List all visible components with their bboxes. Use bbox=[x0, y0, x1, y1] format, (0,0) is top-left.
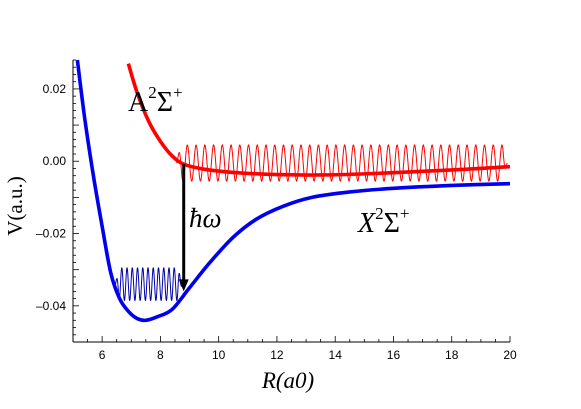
x-tick-label: 16 bbox=[387, 348, 401, 362]
y-tick-label: –0.02 bbox=[36, 227, 66, 241]
y-axis-label: V(a.u.) bbox=[3, 176, 27, 235]
x-state-curve bbox=[75, 59, 511, 323]
x-tick-label: 18 bbox=[445, 348, 459, 362]
x-ticks: 6 8 10 12 14 16 18 20 bbox=[72, 336, 517, 362]
x-state-label: X2Σ+ bbox=[357, 204, 410, 239]
x-tick-label: 10 bbox=[212, 348, 226, 362]
x-tick-label: 12 bbox=[270, 348, 284, 362]
y-tick-label: 0.02 bbox=[43, 82, 67, 96]
potential-curves bbox=[75, 59, 511, 323]
x-tick-label: 20 bbox=[503, 348, 517, 362]
y-ticks: 0.02 0.00 –0.02 –0.04 bbox=[36, 59, 79, 343]
transition-arrow-head bbox=[178, 279, 189, 292]
transition-label: ħω bbox=[189, 203, 222, 233]
x-tick-label: 14 bbox=[329, 348, 343, 362]
transition-arrow-group bbox=[178, 164, 189, 292]
axes: 6 8 10 12 14 16 18 20 0.02 0.00 –0.02 –0.04 bbox=[36, 59, 517, 362]
x-tick-label: 6 bbox=[99, 348, 106, 362]
y-tick-label: 0.00 bbox=[43, 154, 67, 168]
wavefunctions bbox=[114, 143, 508, 302]
a-state-label: A2Σ+ bbox=[128, 83, 183, 118]
x-axis-label: R(a0) bbox=[261, 368, 314, 393]
x-tick-label: 8 bbox=[157, 348, 164, 362]
x-state-wavefunction bbox=[114, 267, 183, 302]
y-tick-label: –0.04 bbox=[36, 299, 66, 313]
a-state-curve bbox=[126, 63, 511, 177]
a-state-wavefunction bbox=[176, 143, 508, 183]
